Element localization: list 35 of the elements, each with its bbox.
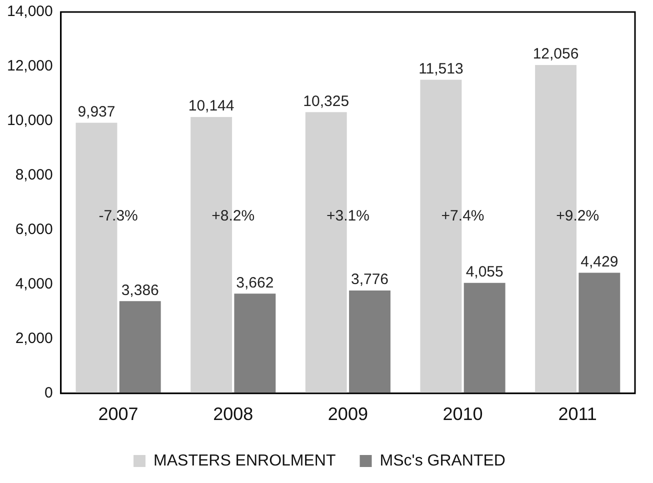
y-tick-label: 12,000 — [6, 58, 53, 75]
x-tick-label: 2007 — [98, 404, 138, 424]
bar — [464, 282, 506, 394]
data-label: 4,055 — [466, 264, 504, 281]
annotation: -7.3% — [98, 207, 138, 224]
bar — [349, 290, 390, 394]
x-tick-label: 2010 — [442, 404, 483, 424]
y-tick-label: 14,000 — [6, 3, 53, 20]
annotation: +7.4% — [441, 207, 484, 224]
y-tick-label: 4,000 — [15, 276, 53, 293]
x-tick-label: 2008 — [213, 404, 254, 424]
data-label: 3,776 — [350, 271, 389, 288]
annotation: +9.2% — [556, 207, 600, 224]
data-label: 3,386 — [121, 282, 159, 299]
legend-label: MSc's GRANTED — [380, 452, 506, 470]
x-tick-label: 2009 — [328, 404, 368, 424]
y-tick-label: 8,000 — [15, 166, 53, 184]
data-label: 11,513 — [418, 60, 464, 78]
y-tick-label: 0 — [44, 384, 53, 402]
y-tick-label: 6,000 — [15, 221, 53, 238]
data-label: 10,325 — [303, 92, 350, 110]
data-label: 12,056 — [532, 46, 579, 63]
y-tick-label: 2,000 — [15, 330, 53, 348]
y-tick-label: 10,000 — [6, 112, 53, 130]
legend-label: MASTERS ENROLMENT — [154, 452, 336, 470]
data-label: 10,144 — [188, 98, 234, 115]
bar — [119, 301, 161, 394]
data-label: 3,662 — [236, 274, 274, 292]
x-tick-label: 2011 — [558, 404, 597, 424]
bar — [234, 294, 276, 394]
data-label: 9,937 — [78, 103, 116, 120]
data-label: 4,429 — [580, 253, 618, 270]
annotation: +8.2% — [212, 207, 255, 224]
annotation: +3.1% — [326, 207, 370, 224]
bar — [578, 272, 620, 394]
